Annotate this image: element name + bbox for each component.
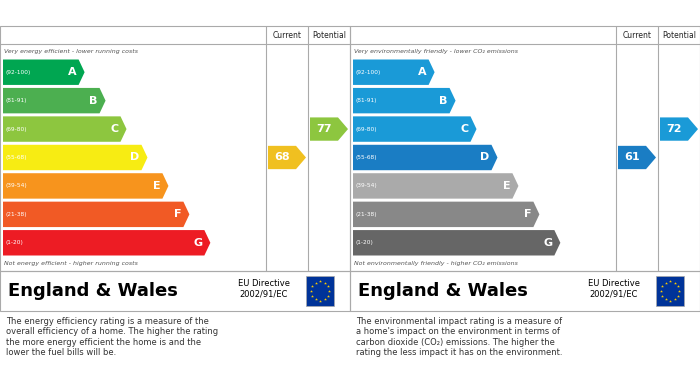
Polygon shape xyxy=(3,230,211,255)
Text: EU Directive
2002/91/EC: EU Directive 2002/91/EC xyxy=(588,279,640,299)
Text: (92-100): (92-100) xyxy=(6,70,32,75)
Text: D: D xyxy=(130,152,139,163)
Text: 72: 72 xyxy=(666,124,682,134)
Text: (39-54): (39-54) xyxy=(6,183,28,188)
Text: F: F xyxy=(524,209,531,219)
Text: The energy efficiency rating is a measure of the
overall efficiency of a home. T: The energy efficiency rating is a measur… xyxy=(6,317,218,357)
Text: England & Wales: England & Wales xyxy=(358,282,528,300)
Text: England & Wales: England & Wales xyxy=(8,282,178,300)
Text: F: F xyxy=(174,209,181,219)
Text: (39-54): (39-54) xyxy=(356,183,378,188)
Text: A: A xyxy=(68,67,76,77)
Polygon shape xyxy=(3,88,106,113)
Text: E: E xyxy=(153,181,160,191)
Text: (55-68): (55-68) xyxy=(356,155,377,160)
Bar xyxy=(657,276,685,306)
Text: C: C xyxy=(111,124,118,134)
Polygon shape xyxy=(3,202,190,227)
Polygon shape xyxy=(353,117,477,142)
Text: 61: 61 xyxy=(624,152,640,163)
Polygon shape xyxy=(310,117,348,141)
Bar xyxy=(307,276,335,306)
Text: Very energy efficient - lower running costs: Very energy efficient - lower running co… xyxy=(4,48,138,54)
Text: Not environmentally friendly - higher CO₂ emissions: Not environmentally friendly - higher CO… xyxy=(354,262,518,267)
Text: (1-20): (1-20) xyxy=(356,240,374,245)
Text: D: D xyxy=(480,152,489,163)
Text: Current: Current xyxy=(622,30,652,39)
Text: A: A xyxy=(418,67,426,77)
Polygon shape xyxy=(268,146,306,169)
Polygon shape xyxy=(353,173,519,199)
Text: Current: Current xyxy=(272,30,302,39)
Polygon shape xyxy=(3,173,169,199)
Text: G: G xyxy=(193,238,202,248)
Text: (69-80): (69-80) xyxy=(6,127,27,131)
Text: B: B xyxy=(439,96,447,106)
Text: (1-20): (1-20) xyxy=(6,240,24,245)
Text: Energy Efficiency Rating: Energy Efficiency Rating xyxy=(8,7,180,20)
Text: G: G xyxy=(543,238,552,248)
Polygon shape xyxy=(3,145,148,170)
Polygon shape xyxy=(618,146,656,169)
Polygon shape xyxy=(353,59,435,85)
Text: (81-91): (81-91) xyxy=(356,98,377,103)
Polygon shape xyxy=(660,117,698,141)
Text: (92-100): (92-100) xyxy=(356,70,382,75)
Polygon shape xyxy=(3,117,127,142)
Text: (21-38): (21-38) xyxy=(356,212,377,217)
Text: EU Directive
2002/91/EC: EU Directive 2002/91/EC xyxy=(238,279,290,299)
Polygon shape xyxy=(353,230,561,255)
Text: 68: 68 xyxy=(274,152,290,163)
Text: Potential: Potential xyxy=(312,30,346,39)
Text: 77: 77 xyxy=(316,124,332,134)
Text: (81-91): (81-91) xyxy=(6,98,27,103)
Text: E: E xyxy=(503,181,510,191)
Text: Potential: Potential xyxy=(662,30,696,39)
Polygon shape xyxy=(353,202,540,227)
Polygon shape xyxy=(353,145,498,170)
Polygon shape xyxy=(353,88,456,113)
Text: Very environmentally friendly - lower CO₂ emissions: Very environmentally friendly - lower CO… xyxy=(354,48,518,54)
Text: Not energy efficient - higher running costs: Not energy efficient - higher running co… xyxy=(4,262,138,267)
Text: B: B xyxy=(89,96,97,106)
Text: (55-68): (55-68) xyxy=(6,155,27,160)
Text: (69-80): (69-80) xyxy=(356,127,377,131)
Text: Environmental Impact (CO₂) Rating: Environmental Impact (CO₂) Rating xyxy=(358,7,604,20)
Text: C: C xyxy=(461,124,468,134)
Text: (21-38): (21-38) xyxy=(6,212,27,217)
Text: The environmental impact rating is a measure of
a home's impact on the environme: The environmental impact rating is a mea… xyxy=(356,317,563,357)
Polygon shape xyxy=(3,59,85,85)
